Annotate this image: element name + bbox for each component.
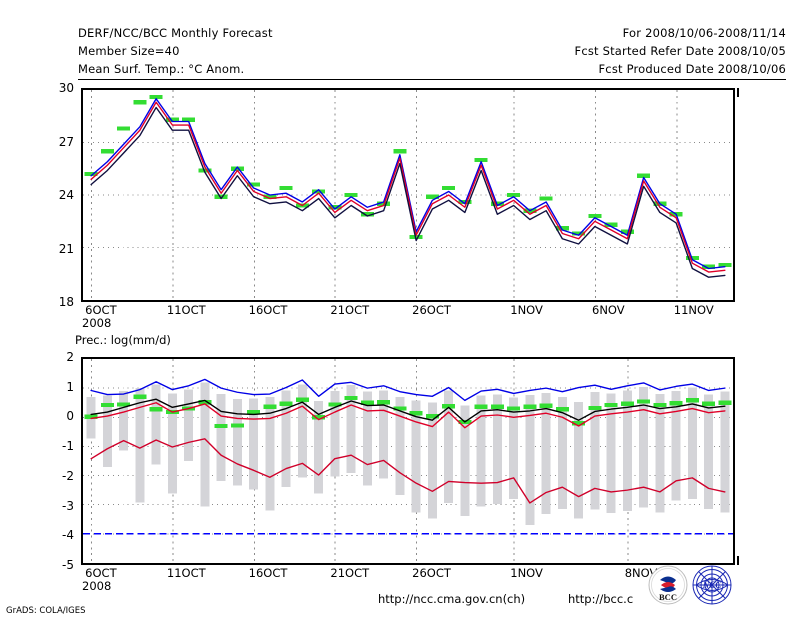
y-tick-label: 21 (58, 241, 74, 256)
header-forecast-period: For 2008/10/06-2008/11/14 (622, 26, 786, 40)
y-tick-label: 0 (66, 409, 74, 424)
svg-text:BCC: BCC (659, 592, 677, 602)
header-left-block: DERF/NCC/BCC Monthly Forecast Member Siz… (78, 24, 273, 78)
header-divider (78, 79, 786, 80)
x-tick-label: 6OCT (85, 566, 117, 580)
y-tick-label: 2 (66, 350, 74, 364)
y-tick-label: -4 (62, 528, 74, 543)
header-start-date: Fcst Started Refer Date 2008/10/05 (574, 44, 786, 58)
y-tick-label: -2 (62, 468, 74, 483)
bcc-url-link[interactable]: http://bcc.c (568, 592, 634, 606)
grads-credit: GrADS: COLA/IGES (6, 606, 86, 616)
temperature-year-note: 2008 (82, 316, 112, 330)
y-tick-label: 27 (58, 134, 74, 149)
header-title: DERF/NCC/BCC Monthly Forecast (78, 26, 273, 40)
x-tick-label: 21OCT (330, 303, 370, 317)
ncc-url-link[interactable]: http://ncc.cma.gov.cn(ch) (378, 592, 526, 606)
precipitation-plot-area (83, 359, 733, 563)
x-tick-label: 11OCT (166, 303, 206, 317)
x-tick-label: 21OCT (330, 566, 370, 580)
x-tick-label: 11NOV (673, 303, 714, 317)
svg-text:NCC: NCC (702, 580, 723, 590)
precipitation-x-axis: 6OCT 11OCT 16OCT 21OCT 26OCT 1NOV 8NOV (81, 566, 735, 582)
right-frame-tick-bottom (737, 556, 739, 565)
x-tick-label: 16OCT (248, 566, 288, 580)
x-tick-label: 26OCT (412, 303, 451, 317)
temperature-plot-area (83, 90, 733, 300)
y-tick-label: 1 (66, 379, 74, 394)
x-tick-label: 6NOV (592, 303, 625, 317)
precipitation-year-note: 2008 (82, 579, 112, 593)
y-tick-label: -1 (62, 439, 74, 454)
ncc-logo-icon: NCC (692, 565, 732, 605)
precipitation-y-axis: 2 1 0 -1 -2 -3 -4 -5 (38, 350, 74, 572)
x-tick-label: 11OCT (166, 566, 206, 580)
figure-header: DERF/NCC/BCC Monthly Forecast Member Siz… (78, 24, 786, 78)
precipitation-title: Prec.: log(mm/d) (75, 333, 171, 347)
x-tick-label: 1NOV (510, 303, 543, 317)
y-tick-label: 30 (58, 81, 74, 95)
header-produced-date: Fcst Produced Date 2008/10/06 (598, 62, 786, 76)
temperature-y-axis: 18 21 24 27 30 (38, 81, 74, 309)
x-tick-label: 8NOV (624, 566, 658, 580)
header-right-block: For 2008/10/06-2008/11/14 Fcst Started R… (575, 24, 787, 78)
temperature-chart (81, 88, 735, 302)
right-frame-tick-top (737, 88, 739, 97)
y-tick-label: 24 (58, 188, 74, 202)
bcc-logo-icon: BCC (648, 565, 688, 605)
x-tick-label: 16OCT (248, 303, 288, 317)
precipitation-chart (81, 357, 735, 565)
x-tick-label: 26OCT (412, 566, 451, 580)
x-tick-label: 6OCT (85, 303, 117, 317)
y-tick-label: -5 (62, 558, 74, 572)
x-tick-label: 1NOV (510, 566, 543, 580)
temperature-x-axis: 6OCT 11OCT 16OCT 21OCT 26OCT 1NOV 6NOV 11NOV (81, 303, 735, 319)
y-tick-label: 18 (58, 295, 74, 309)
header-member-size: Member Size=40 (78, 44, 180, 58)
y-tick-label: -3 (62, 498, 74, 513)
header-variable-label: Mean Surf. Temp.: °C Anom. (78, 62, 245, 76)
